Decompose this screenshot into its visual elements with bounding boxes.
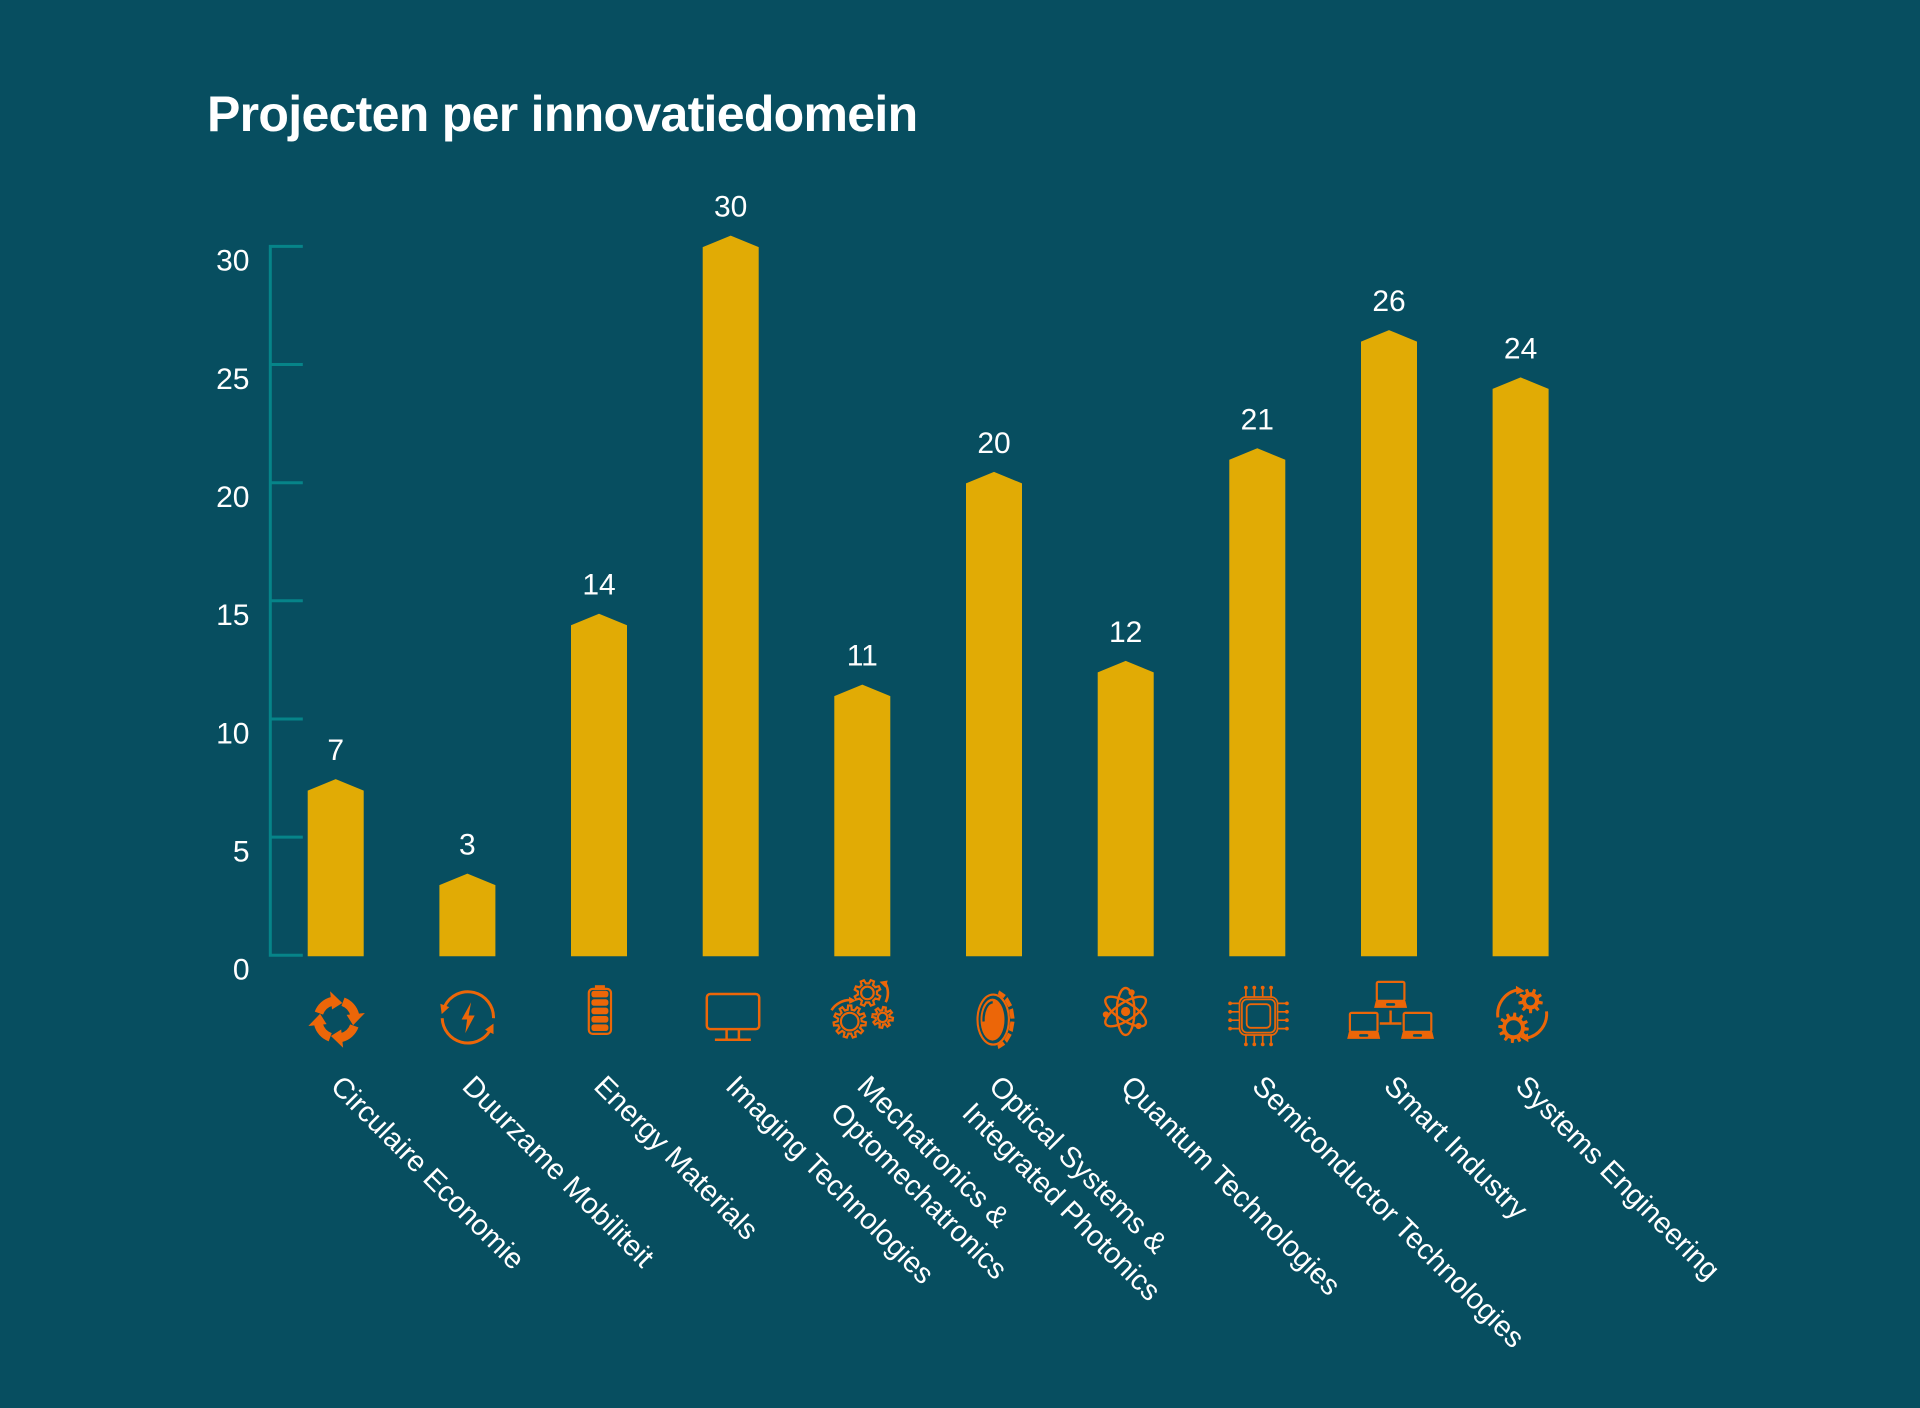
- svg-text:5: 5: [233, 835, 250, 868]
- svg-text:30: 30: [714, 191, 747, 224]
- svg-text:10: 10: [216, 717, 249, 750]
- svg-text:20: 20: [977, 427, 1010, 460]
- svg-text:14: 14: [582, 569, 615, 602]
- svg-text:26: 26: [1372, 285, 1405, 318]
- svg-text:21: 21: [1241, 403, 1274, 436]
- svg-text:3: 3: [459, 829, 476, 862]
- svg-text:0: 0: [233, 954, 250, 987]
- svg-text:11: 11: [847, 640, 878, 673]
- svg-text:Projecten per innovatiedomein: Projecten per innovatiedomein: [207, 86, 917, 142]
- svg-text:20: 20: [216, 481, 249, 514]
- svg-text:15: 15: [216, 599, 249, 632]
- svg-text:12: 12: [1109, 616, 1142, 649]
- svg-text:30: 30: [216, 245, 249, 278]
- svg-text:25: 25: [216, 363, 249, 396]
- svg-text:24: 24: [1504, 332, 1537, 365]
- svg-text:7: 7: [327, 734, 344, 767]
